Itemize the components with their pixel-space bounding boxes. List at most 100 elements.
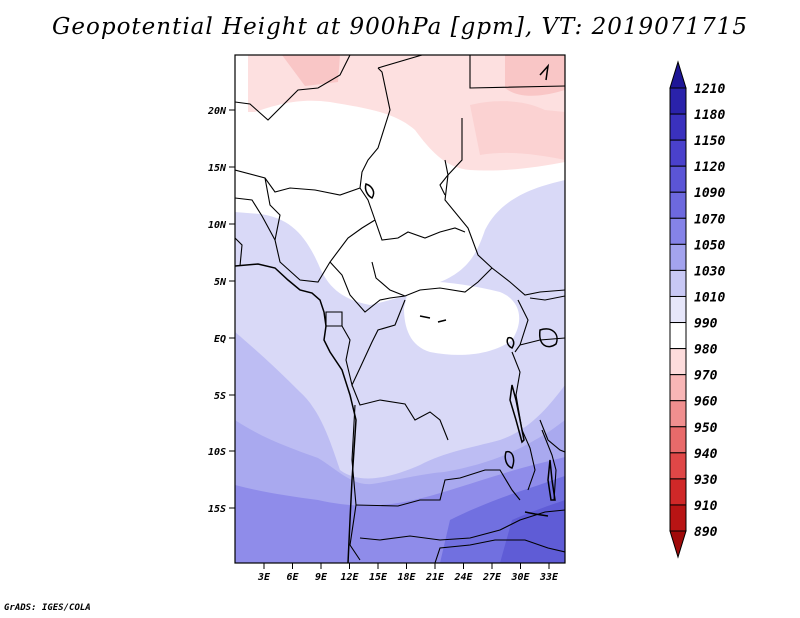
colorbar-label: 1210 — [694, 82, 725, 97]
border-malawi-mozambique — [541, 429, 557, 501]
field-990-1010-congo — [404, 281, 520, 355]
border-zambia — [355, 469, 521, 507]
lat-tick-label: 5N — [214, 277, 227, 288]
colorbar-label: 1070 — [694, 212, 725, 227]
lon-tick-label: 9E — [315, 572, 328, 583]
colorbar-swatch — [669, 295, 687, 324]
colorbar-label: 1120 — [694, 160, 725, 175]
field-1120-1150 — [500, 500, 565, 563]
colorbar-swatch — [669, 322, 687, 350]
colorbar-swatch — [669, 426, 687, 454]
country-borders — [235, 55, 565, 563]
lon-tick-label: 33E — [539, 572, 559, 583]
lake-victoria — [539, 328, 558, 348]
colorbar-swatch — [669, 165, 687, 193]
border-uganda-west — [514, 299, 529, 353]
colorbar-swatch — [669, 400, 687, 428]
border-chad-car — [374, 219, 466, 241]
border-libya-chad — [377, 55, 423, 69]
lake-nasser — [539, 63, 550, 81]
lat-tick-label: 10N — [208, 220, 227, 231]
colorbar-swatch — [669, 269, 687, 297]
colorbar-label: 990 — [694, 317, 718, 332]
border-chad-east-notch — [439, 159, 449, 196]
lake-malawi — [547, 459, 556, 501]
coastline-and-lakes — [235, 63, 558, 563]
border-gabon-congo — [341, 299, 406, 387]
colorbar-label: 1180 — [694, 108, 725, 123]
lon-tick-label: 6E — [286, 572, 299, 583]
colorbar: 1210 1180 1150 1120 1090 1070 1050 1030 1010 990 9… — [669, 60, 725, 559]
colorbar-label: 940 — [694, 447, 718, 462]
lon-tick-label: 24E — [453, 572, 473, 583]
colorbar-label: 1050 — [694, 238, 725, 253]
colorbar-label: 890 — [694, 525, 718, 540]
field-970-980-ne — [505, 55, 565, 96]
colorbar-swatch — [669, 191, 687, 219]
lake-chad — [364, 183, 375, 199]
colorbar-swatch — [669, 87, 687, 115]
geopotential-field — [235, 55, 565, 563]
border-niger-chad — [359, 67, 391, 221]
border-nigeria-east — [235, 197, 376, 283]
grads-credit: GrADS: IGES/COLA — [4, 603, 91, 613]
colorbar-swatch — [669, 217, 687, 245]
colorbar-label: 950 — [694, 421, 718, 436]
border-car-west — [371, 261, 406, 297]
border-angola-drc — [351, 384, 449, 441]
lon-tick-label: 21E — [425, 572, 445, 583]
colorbar-swatch — [669, 348, 687, 376]
longitude-axis: 3E 6E 9E 12E 15E 18E 21E 24E 27E 30E 33E — [257, 563, 559, 583]
lake-albert — [506, 336, 515, 349]
lat-tick-label: 20N — [207, 106, 227, 117]
border-benin-nigeria — [264, 177, 281, 241]
colorbar-label: 960 — [694, 395, 718, 410]
atlantic-coastline — [235, 263, 357, 563]
border-south-sudan-uganda — [529, 295, 565, 301]
border-egypt-sudan — [469, 55, 565, 89]
colorbar-swatch — [669, 478, 687, 506]
chart-title: Geopotential Height at 900hPa [gpm], VT:… — [52, 14, 748, 40]
colorbar-label: 1030 — [694, 264, 725, 279]
colorbar-label: 930 — [694, 473, 718, 488]
colorbar-swatch — [669, 374, 687, 402]
lat-tick-label: 5S — [214, 391, 226, 402]
lat-tick-label: EQ — [214, 334, 226, 345]
colorbar-swatch — [669, 113, 687, 141]
colorbar-swatch — [669, 139, 687, 167]
colorbar-label: 980 — [694, 343, 718, 358]
colorbar-swatch — [669, 243, 687, 271]
colorbar-top-extend — [669, 60, 687, 89]
colorbar-bottom-extend — [669, 530, 687, 559]
border-car-south — [329, 261, 493, 313]
colorbar-label: 910 — [694, 499, 718, 514]
lon-tick-label: 30E — [510, 572, 530, 583]
lon-tick-label: 15E — [369, 572, 388, 583]
lat-tick-label: 15S — [208, 504, 226, 515]
latitude-axis: 20N 15N 10N 5N EQ 5S 10S 15S — [207, 106, 235, 515]
lon-tick-label: 27E — [482, 572, 502, 583]
congo-river-marks — [419, 315, 447, 323]
colorbar-swatch — [669, 452, 687, 480]
lon-tick-label: 3E — [257, 572, 271, 583]
lon-tick-label: 12E — [340, 572, 359, 583]
border-northwest — [235, 55, 351, 121]
border-tanzania-malawi — [539, 419, 565, 453]
lat-tick-label: 15N — [208, 163, 227, 174]
border-botswana-zimbabwe — [434, 539, 565, 563]
lat-tick-label: 10S — [208, 447, 226, 458]
colorbar-label: 1150 — [694, 134, 725, 149]
border-ghana-togo — [235, 237, 243, 267]
field-970-980-east — [470, 101, 565, 160]
colorbar-label: 1090 — [694, 186, 725, 201]
map-frame — [234, 54, 566, 564]
colorbar-label: 1010 — [694, 290, 725, 305]
lake-tanganyika — [509, 384, 525, 444]
field-970-980-west — [282, 55, 340, 86]
lake-kariba — [524, 511, 549, 517]
lake-mweru — [504, 450, 515, 469]
colorbar-label: 970 — [694, 369, 718, 384]
border-chad-sudan — [444, 118, 565, 296]
lon-tick-label: 18E — [397, 572, 416, 583]
